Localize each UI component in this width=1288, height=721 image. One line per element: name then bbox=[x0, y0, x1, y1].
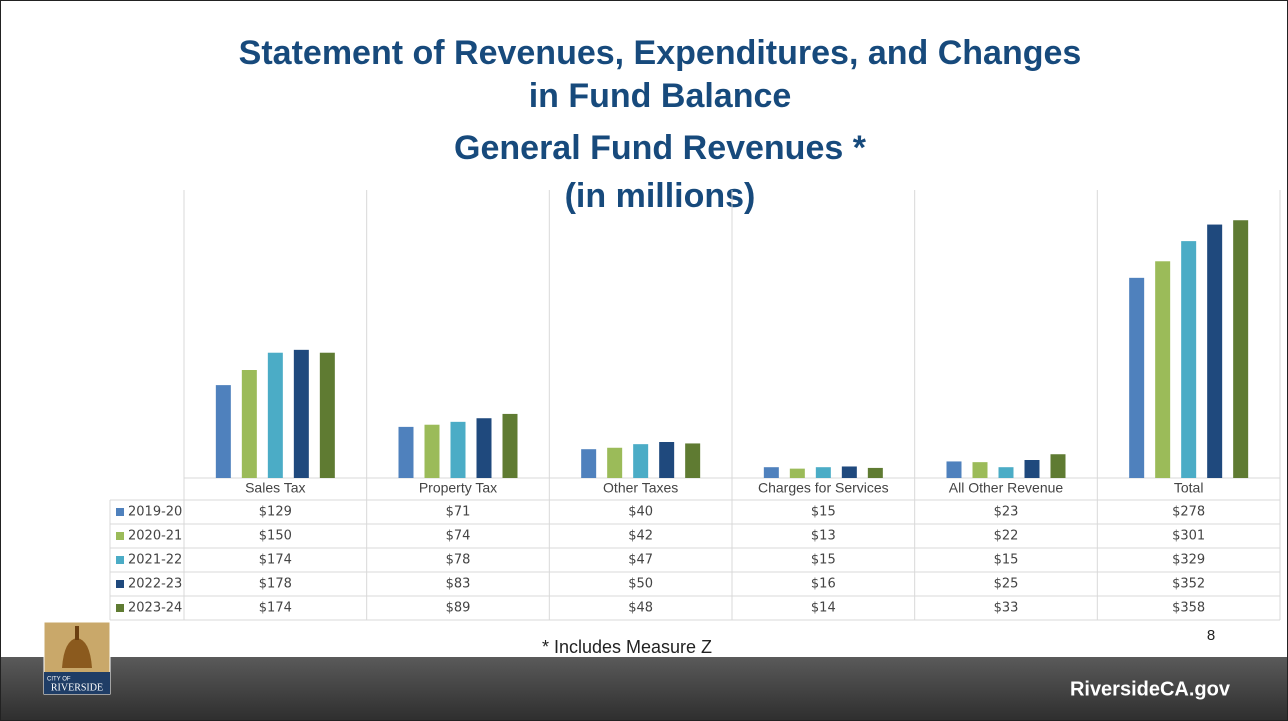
bar bbox=[1233, 220, 1249, 479]
logo-post bbox=[75, 626, 79, 640]
x-tick-label: Property Tax bbox=[419, 480, 497, 496]
table-cell: $174 bbox=[259, 601, 292, 616]
bar bbox=[502, 413, 518, 478]
x-tick-label: Total bbox=[1174, 480, 1204, 496]
bar bbox=[1155, 261, 1171, 478]
bar bbox=[946, 461, 962, 478]
table-cell: $358 bbox=[1172, 601, 1205, 616]
logo-bell bbox=[62, 638, 92, 668]
table-cell: $40 bbox=[628, 505, 653, 520]
bar bbox=[789, 468, 805, 478]
bar bbox=[972, 462, 988, 478]
bar bbox=[867, 467, 883, 478]
bar bbox=[241, 370, 257, 478]
table-cell: $301 bbox=[1172, 529, 1205, 544]
table-cell: $83 bbox=[446, 577, 471, 592]
table-cell: $278 bbox=[1172, 505, 1205, 520]
x-tick-label: Charges for Services bbox=[758, 480, 889, 496]
legend-label: 2023-24 bbox=[128, 601, 182, 616]
table-cell: $352 bbox=[1172, 577, 1205, 592]
legend-swatch bbox=[116, 508, 124, 516]
website: RiversideCA.gov bbox=[1070, 678, 1231, 700]
table-cell: $15 bbox=[994, 553, 1019, 568]
legend-label: 2021-22 bbox=[128, 553, 182, 568]
table-cell: $47 bbox=[628, 553, 653, 568]
bar bbox=[1207, 224, 1223, 478]
table-cell: $129 bbox=[259, 505, 292, 520]
table-cell: $78 bbox=[446, 553, 471, 568]
bar bbox=[815, 467, 831, 478]
legend-swatch bbox=[116, 532, 124, 540]
chart-title: General Fund Revenues * bbox=[454, 129, 867, 167]
bar bbox=[1024, 460, 1040, 478]
table-cell: $23 bbox=[994, 505, 1019, 520]
bar bbox=[998, 467, 1014, 478]
bar bbox=[1129, 277, 1145, 478]
legend-swatch bbox=[116, 580, 124, 588]
logo-text: CITY OF bbox=[47, 677, 71, 683]
table-cell: $48 bbox=[628, 601, 653, 616]
bar bbox=[841, 466, 857, 478]
table-cell: $25 bbox=[994, 577, 1019, 592]
table-cell: $16 bbox=[811, 577, 836, 592]
bar bbox=[685, 443, 701, 478]
table-cell: $50 bbox=[628, 577, 653, 592]
bar bbox=[450, 421, 466, 478]
bar bbox=[476, 418, 492, 478]
bar bbox=[424, 424, 440, 478]
table-cell: $13 bbox=[811, 529, 836, 544]
footer-band bbox=[0, 657, 1288, 721]
logo-text: RIVERSIDE bbox=[51, 682, 103, 693]
bar bbox=[293, 349, 309, 478]
x-tick-label: Other Taxes bbox=[603, 480, 678, 496]
table-cell: $22 bbox=[994, 529, 1019, 544]
bar bbox=[1050, 454, 1066, 478]
footnote: * Includes Measure Z bbox=[542, 637, 712, 657]
bar bbox=[1181, 241, 1197, 478]
table-cell: $71 bbox=[446, 505, 471, 520]
table-cell: $174 bbox=[259, 553, 292, 568]
chart-title: Statement of Revenues, Expenditures, and… bbox=[239, 34, 1082, 72]
chart-title: in Fund Balance bbox=[529, 77, 792, 115]
legend-swatch bbox=[116, 604, 124, 612]
bar bbox=[659, 442, 675, 478]
table-cell: $150 bbox=[259, 529, 292, 544]
bar bbox=[215, 385, 231, 478]
table-cell: $329 bbox=[1172, 553, 1205, 568]
table-cell: $89 bbox=[446, 601, 471, 616]
bar bbox=[267, 352, 283, 478]
logo: CITY OF RIVERSIDE bbox=[43, 621, 111, 695]
legend-label: 2020-21 bbox=[128, 529, 182, 544]
bar bbox=[319, 352, 335, 478]
page-number: 8 bbox=[1207, 627, 1215, 644]
logo-label-bg bbox=[44, 672, 110, 694]
table-cell: $74 bbox=[446, 529, 471, 544]
chart-title: (in millions) bbox=[565, 177, 756, 215]
table-cell: $15 bbox=[811, 505, 836, 520]
legend-label: 2019-20 bbox=[128, 505, 182, 520]
bar bbox=[607, 447, 623, 478]
table-cell: $15 bbox=[811, 553, 836, 568]
bar bbox=[581, 449, 597, 478]
bar bbox=[398, 426, 414, 478]
x-tick-label: Sales Tax bbox=[245, 480, 305, 496]
legend-swatch bbox=[116, 556, 124, 564]
bar bbox=[633, 444, 649, 478]
table-cell: $178 bbox=[259, 577, 292, 592]
bar bbox=[763, 467, 779, 478]
table-cell: $42 bbox=[628, 529, 653, 544]
table-cell: $33 bbox=[994, 601, 1019, 616]
x-tick-label: All Other Revenue bbox=[949, 480, 1064, 496]
table-cell: $14 bbox=[811, 601, 836, 616]
legend-label: 2022-23 bbox=[128, 577, 182, 592]
